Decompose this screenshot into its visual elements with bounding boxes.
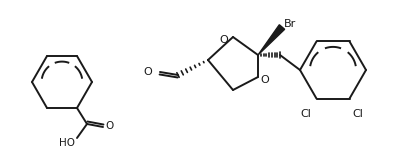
Text: O: O xyxy=(260,75,269,85)
Text: Br: Br xyxy=(284,19,296,29)
Text: O: O xyxy=(219,35,228,45)
Text: Cl: Cl xyxy=(353,109,363,119)
Text: Cl: Cl xyxy=(301,109,311,119)
Text: O: O xyxy=(143,67,152,77)
Text: HO: HO xyxy=(59,138,75,148)
Polygon shape xyxy=(258,25,285,55)
Text: O: O xyxy=(105,121,113,131)
